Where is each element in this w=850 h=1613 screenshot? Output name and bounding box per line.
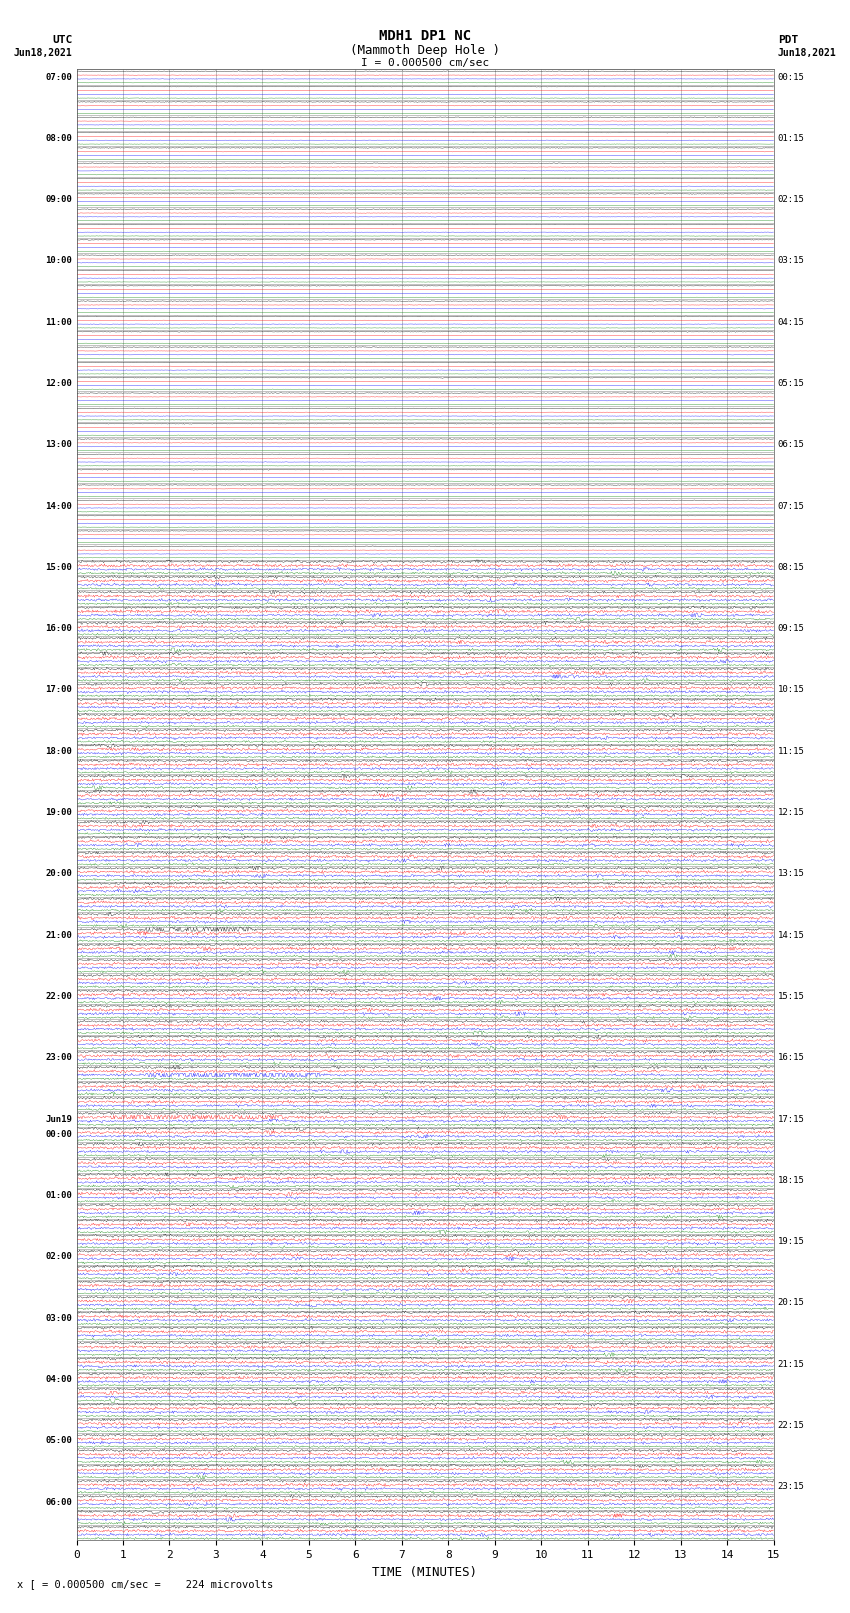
Text: 21:15: 21:15	[778, 1360, 805, 1369]
Text: 02:00: 02:00	[45, 1252, 72, 1261]
Text: x [ = 0.000500 cm/sec =    224 microvolts: x [ = 0.000500 cm/sec = 224 microvolts	[17, 1579, 273, 1589]
Text: 09:00: 09:00	[45, 195, 72, 205]
Text: Jun18,2021: Jun18,2021	[778, 48, 836, 58]
Text: 10:00: 10:00	[45, 256, 72, 266]
Text: 17:00: 17:00	[45, 686, 72, 695]
Text: 18:00: 18:00	[45, 747, 72, 756]
Text: 07:15: 07:15	[778, 502, 805, 511]
Text: 06:15: 06:15	[778, 440, 805, 450]
Text: 01:00: 01:00	[45, 1190, 72, 1200]
Text: 02:15: 02:15	[778, 195, 805, 205]
Text: I = 0.000500 cm/sec: I = 0.000500 cm/sec	[361, 58, 489, 68]
Text: 16:00: 16:00	[45, 624, 72, 634]
Text: 12:00: 12:00	[45, 379, 72, 389]
Text: 12:15: 12:15	[778, 808, 805, 818]
Text: 14:00: 14:00	[45, 502, 72, 511]
Text: 23:00: 23:00	[45, 1053, 72, 1063]
Text: 04:15: 04:15	[778, 318, 805, 327]
Text: (Mammoth Deep Hole ): (Mammoth Deep Hole )	[350, 44, 500, 56]
Text: Jun19: Jun19	[45, 1115, 72, 1124]
Text: 03:15: 03:15	[778, 256, 805, 266]
Text: UTC: UTC	[52, 35, 72, 45]
Text: 05:00: 05:00	[45, 1436, 72, 1445]
Text: 19:00: 19:00	[45, 808, 72, 818]
Text: PDT: PDT	[778, 35, 798, 45]
Text: 22:00: 22:00	[45, 992, 72, 1002]
Text: 20:15: 20:15	[778, 1298, 805, 1308]
Text: 11:00: 11:00	[45, 318, 72, 327]
Text: 23:15: 23:15	[778, 1482, 805, 1492]
Text: 07:00: 07:00	[45, 73, 72, 82]
Text: 16:15: 16:15	[778, 1053, 805, 1063]
Text: 00:00: 00:00	[45, 1129, 72, 1139]
Text: 15:15: 15:15	[778, 992, 805, 1002]
Text: 05:15: 05:15	[778, 379, 805, 389]
Text: 04:00: 04:00	[45, 1374, 72, 1384]
Text: 11:15: 11:15	[778, 747, 805, 756]
X-axis label: TIME (MINUTES): TIME (MINUTES)	[372, 1566, 478, 1579]
Text: 21:00: 21:00	[45, 931, 72, 940]
Text: 03:00: 03:00	[45, 1313, 72, 1323]
Text: 14:15: 14:15	[778, 931, 805, 940]
Text: 22:15: 22:15	[778, 1421, 805, 1431]
Text: MDH1 DP1 NC: MDH1 DP1 NC	[379, 29, 471, 44]
Text: 08:15: 08:15	[778, 563, 805, 573]
Text: 13:15: 13:15	[778, 869, 805, 879]
Text: 19:15: 19:15	[778, 1237, 805, 1247]
Text: 13:00: 13:00	[45, 440, 72, 450]
Text: Jun18,2021: Jun18,2021	[14, 48, 72, 58]
Text: 17:15: 17:15	[778, 1115, 805, 1124]
Text: 06:00: 06:00	[45, 1497, 72, 1507]
Text: 18:15: 18:15	[778, 1176, 805, 1186]
Text: 10:15: 10:15	[778, 686, 805, 695]
Text: 20:00: 20:00	[45, 869, 72, 879]
Text: 00:15: 00:15	[778, 73, 805, 82]
Text: 08:00: 08:00	[45, 134, 72, 144]
Text: 01:15: 01:15	[778, 134, 805, 144]
Text: 15:00: 15:00	[45, 563, 72, 573]
Text: 09:15: 09:15	[778, 624, 805, 634]
